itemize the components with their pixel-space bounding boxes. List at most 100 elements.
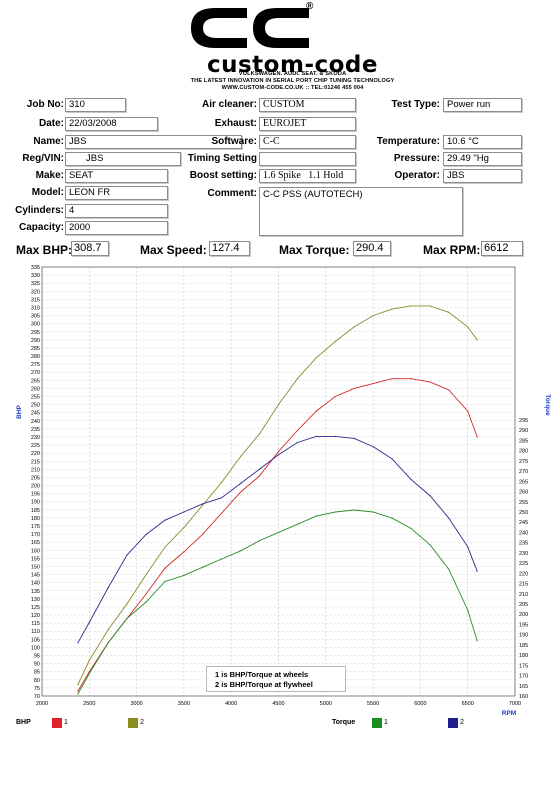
tagline-brands: VOLKSWAGEN. AUDI. SEAT. & SKODA bbox=[238, 71, 347, 77]
y-right-tick-label: 280 bbox=[519, 449, 528, 455]
y-left-tick-label: 165 bbox=[31, 540, 40, 546]
y-right-tick-label: 210 bbox=[519, 592, 528, 598]
reg-vin-label: Reg/VIN: bbox=[22, 153, 64, 164]
test-type-label: Test Type: bbox=[391, 99, 440, 110]
series-3-point bbox=[88, 672, 90, 675]
series-3-point bbox=[145, 601, 147, 603]
y-left-tick-label: 70 bbox=[34, 694, 40, 700]
y-right-tick-label: 190 bbox=[519, 633, 528, 639]
series-1-point bbox=[476, 436, 478, 438]
y-left-tick-label: 75 bbox=[34, 686, 40, 692]
date-field: 22/03/2008 bbox=[65, 117, 158, 131]
y-right-tick-label: 165 bbox=[519, 684, 528, 690]
series-1-point bbox=[391, 378, 393, 380]
series-2-point bbox=[410, 305, 412, 307]
y-left-tick-label: 255 bbox=[31, 395, 40, 401]
series-1-point bbox=[145, 593, 147, 595]
y-right-tick-label: 230 bbox=[519, 551, 528, 557]
air-cleaner-label: Air cleaner: bbox=[201, 99, 257, 110]
x-axis-title: RPM bbox=[502, 710, 516, 717]
y-right-tick-label: 275 bbox=[519, 459, 528, 465]
series-3-point bbox=[277, 531, 280, 534]
y-right-tick-label: 250 bbox=[519, 510, 528, 516]
series-2-point bbox=[277, 404, 280, 406]
job-no-field: 310 bbox=[65, 98, 126, 112]
series-4-point bbox=[126, 554, 128, 556]
bottom-legend-bhp-label: BHP bbox=[16, 719, 31, 726]
y-left-tick-label: 300 bbox=[31, 322, 40, 328]
series-2-point bbox=[476, 339, 478, 341]
y-left-tick-label: 195 bbox=[31, 492, 40, 498]
max-speed-label: Max Speed: bbox=[140, 243, 207, 257]
software-label: Software: bbox=[211, 136, 257, 147]
y-right-tick-label: 295 bbox=[519, 418, 528, 424]
series-3-point bbox=[476, 640, 478, 642]
make-label: Make: bbox=[35, 170, 64, 181]
y-left-tick-label: 295 bbox=[31, 330, 40, 336]
x-tick-label: 2500 bbox=[83, 701, 95, 707]
y-left-tick-label: 105 bbox=[31, 637, 40, 643]
y-left-tick-label: 145 bbox=[31, 573, 40, 579]
series-4-point bbox=[221, 497, 223, 499]
run-legend-box: 1 is BHP/Torque at wheels 2 is BHP/Torqu… bbox=[206, 666, 346, 692]
trademark: ® bbox=[306, 1, 314, 12]
series-4-point bbox=[277, 454, 280, 456]
comment-field: C-C PSS (AUTOTECH) bbox=[259, 187, 463, 236]
y-left-axis-title: BHP bbox=[16, 404, 23, 418]
y-left-tick-label: 155 bbox=[31, 556, 40, 562]
y-left-tick-label: 260 bbox=[31, 386, 40, 392]
y-right-tick-label: 265 bbox=[519, 479, 528, 485]
brand-name: custom-code bbox=[206, 52, 378, 78]
y-left-tick-label: 130 bbox=[31, 597, 40, 603]
y-left-tick-label: 315 bbox=[31, 297, 40, 303]
series-2-point bbox=[126, 603, 128, 605]
series-4-point bbox=[164, 519, 166, 521]
pressure-label: Pressure: bbox=[393, 153, 440, 164]
series-3-point bbox=[467, 609, 469, 611]
series-1-point bbox=[240, 491, 242, 493]
y-left-tick-label: 325 bbox=[31, 281, 40, 287]
series-1-point bbox=[372, 382, 374, 385]
y-left-tick-label: 110 bbox=[31, 629, 40, 635]
series-1-point bbox=[353, 387, 355, 390]
y-left-tick-label: 160 bbox=[31, 548, 40, 554]
x-tick-label: 6500 bbox=[462, 701, 474, 707]
series-2-point bbox=[258, 433, 261, 435]
plot-frame bbox=[41, 266, 516, 697]
series-line-1 bbox=[77, 378, 478, 692]
series-4-point bbox=[240, 482, 242, 484]
y-right-tick-label: 220 bbox=[519, 571, 528, 577]
y-right-tick-label: 290 bbox=[519, 428, 528, 434]
series-3-point bbox=[221, 558, 223, 560]
name-label: Name: bbox=[33, 136, 64, 147]
legend-swatch-torque-1 bbox=[372, 718, 382, 728]
y-right-tick-label: 285 bbox=[519, 438, 528, 444]
series-3-point bbox=[164, 580, 166, 583]
software-field: C-C bbox=[259, 135, 356, 149]
y-left-tick-label: 210 bbox=[31, 467, 40, 473]
series-4-point bbox=[88, 621, 90, 623]
y-left-tick-label: 335 bbox=[31, 265, 40, 271]
exhaust-field: EUROJET bbox=[259, 117, 356, 131]
series-2-point bbox=[107, 629, 109, 631]
y-right-tick-label: 240 bbox=[519, 530, 528, 536]
dyno-chart: 70 75 80 85 90 95 100 105 110 115 120 125 130 135 140 1… bbox=[16, 265, 551, 717]
operator-label: Operator: bbox=[394, 170, 440, 181]
y-left-tick-label: 215 bbox=[31, 459, 40, 465]
max-bhp-label: Max BHP: bbox=[16, 243, 73, 257]
series-4-point bbox=[467, 546, 469, 548]
y-left-tick-label: 140 bbox=[31, 581, 40, 587]
y-left-tick-label: 150 bbox=[31, 564, 40, 570]
y-left-tick-label: 310 bbox=[31, 305, 40, 311]
y-left-tick-label: 115 bbox=[31, 621, 40, 627]
series-3-point bbox=[202, 566, 204, 568]
y-right-tick-label: 170 bbox=[519, 674, 528, 680]
series-1-point bbox=[258, 475, 261, 477]
y-left-tick-label: 125 bbox=[31, 605, 40, 611]
legend-swatch-torque-2 bbox=[448, 718, 458, 728]
legend-label-bhp-2: 2 bbox=[140, 719, 144, 726]
series-2-point bbox=[296, 378, 299, 380]
y-left-tick-label: 80 bbox=[34, 678, 40, 684]
timing-setting-field bbox=[259, 152, 356, 166]
y-left-tick-label: 330 bbox=[31, 273, 40, 279]
